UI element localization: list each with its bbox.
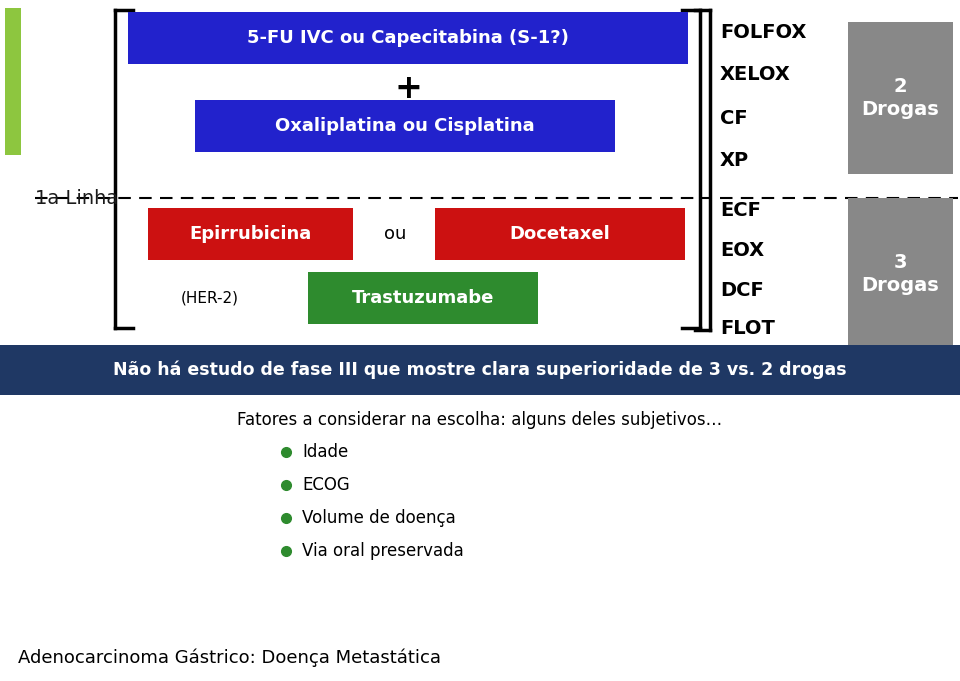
- Text: Idade: Idade: [302, 443, 348, 461]
- Text: Fatores a considerar na escolha: alguns deles subjetivos…: Fatores a considerar na escolha: alguns …: [237, 411, 723, 429]
- Text: Volume de doença: Volume de doença: [302, 509, 456, 527]
- Text: EOX: EOX: [720, 240, 764, 259]
- Text: 1a Linha: 1a Linha: [35, 189, 118, 208]
- Text: XP: XP: [720, 151, 749, 170]
- Text: 3
Drogas: 3 Drogas: [862, 253, 940, 296]
- FancyBboxPatch shape: [5, 8, 21, 155]
- Text: ECF: ECF: [720, 200, 761, 219]
- Text: ou: ou: [384, 225, 406, 243]
- Text: Epirrubicina: Epirrubicina: [189, 225, 312, 243]
- FancyBboxPatch shape: [195, 100, 615, 152]
- Text: +: +: [394, 72, 422, 104]
- Text: XELOX: XELOX: [720, 65, 791, 84]
- FancyBboxPatch shape: [148, 208, 353, 260]
- Text: Docetaxel: Docetaxel: [510, 225, 611, 243]
- FancyBboxPatch shape: [435, 208, 685, 260]
- Text: ECOG: ECOG: [302, 476, 349, 494]
- Text: Trastuzumabe: Trastuzumabe: [351, 289, 494, 307]
- Text: DCF: DCF: [720, 281, 764, 300]
- Text: Via oral preservada: Via oral preservada: [302, 542, 464, 560]
- Text: Oxaliplatina ou Cisplatina: Oxaliplatina ou Cisplatina: [276, 117, 535, 135]
- Text: Não há estudo de fase III que mostre clara superioridade de 3 vs. 2 drogas: Não há estudo de fase III que mostre cla…: [113, 361, 847, 379]
- Text: Adenocarcinoma Gástrico: Doença Metastática: Adenocarcinoma Gástrico: Doença Metastát…: [18, 649, 441, 667]
- Text: 5-FU IVC ou Capecitabina (S-1?): 5-FU IVC ou Capecitabina (S-1?): [247, 29, 569, 47]
- FancyBboxPatch shape: [308, 272, 538, 324]
- Text: FLOT: FLOT: [720, 319, 775, 338]
- Text: 2
Drogas: 2 Drogas: [862, 77, 940, 119]
- FancyBboxPatch shape: [848, 22, 953, 174]
- FancyBboxPatch shape: [0, 345, 960, 395]
- FancyBboxPatch shape: [848, 198, 953, 350]
- FancyBboxPatch shape: [128, 12, 688, 64]
- Text: CF: CF: [720, 108, 748, 127]
- Text: FOLFOX: FOLFOX: [720, 22, 806, 42]
- Text: (HER-2): (HER-2): [181, 291, 239, 306]
